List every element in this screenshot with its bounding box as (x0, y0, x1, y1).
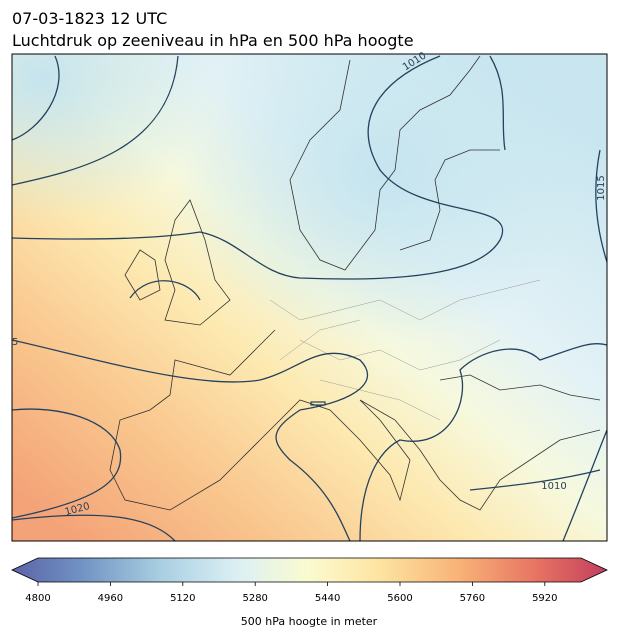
isobar (12, 55, 60, 141)
coastline (399, 149, 500, 251)
isobar (359, 343, 607, 541)
isobar (12, 339, 369, 541)
height-field-low (12, 54, 607, 541)
isobar (310, 401, 326, 406)
colorbar: 4800 4960 5120 5280 5440 5600 5760 5920 (11, 557, 608, 604)
isobar (562, 429, 607, 541)
colorbar-tick-label: 5920 (532, 593, 557, 604)
isobar (469, 469, 601, 491)
isobar (489, 55, 506, 151)
contour-label: 1010 (541, 481, 566, 492)
contour-label: 1015 (596, 175, 607, 200)
colorbar-tick-label: 5760 (460, 593, 485, 604)
map (12, 54, 607, 541)
subtitle: Luchtdruk op zeeniveau in hPa en 500 hPa… (12, 31, 414, 50)
contour-label: 5 (12, 337, 18, 348)
coastline (109, 329, 601, 511)
colorbar-label: 500 hPa hoogte in meter (241, 615, 378, 628)
title: 07-03-1823 12 UTC (12, 9, 167, 28)
colorbar-tick-label: 4800 (25, 593, 50, 604)
colorbar-tick-label: 5440 (315, 593, 340, 604)
isobar (595, 149, 607, 263)
coastline (289, 55, 481, 271)
coastline (439, 374, 601, 401)
map-frame (11, 53, 608, 542)
colorbar-scale (11, 557, 608, 583)
colorbar-tick-label: 4960 (98, 593, 123, 604)
border (269, 279, 541, 421)
isobar (12, 514, 176, 541)
colorbar-tick-label: 5280 (242, 593, 267, 604)
coastline (124, 249, 161, 301)
colorbar-tick-label: 5600 (387, 593, 412, 604)
isobar (12, 55, 179, 186)
isobar (12, 408, 122, 519)
isobar (129, 280, 201, 301)
colorbar-tick-label: 5120 (170, 593, 195, 604)
isobar (12, 55, 504, 280)
coastline (164, 199, 231, 326)
